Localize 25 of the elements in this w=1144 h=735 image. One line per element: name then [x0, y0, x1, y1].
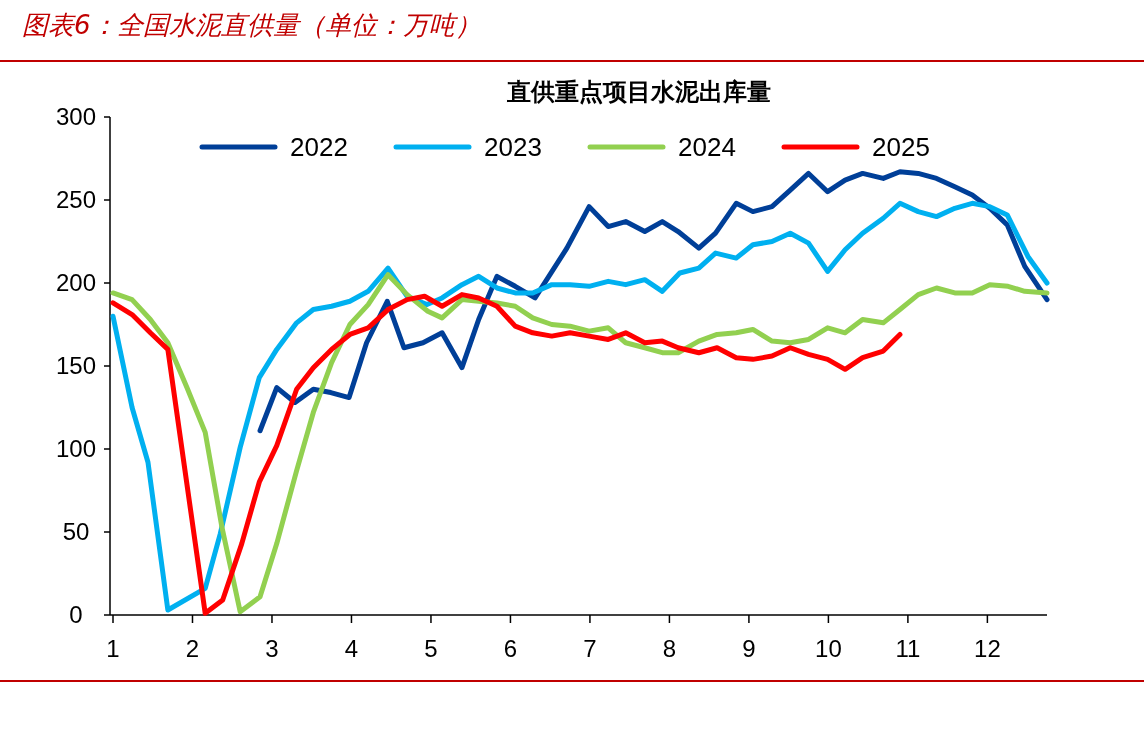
y-tick-label: 100	[55, 435, 97, 463]
x-tick-label: 12	[974, 635, 1001, 662]
x-tick-label: 2	[185, 635, 200, 662]
legend-label: 2023	[484, 132, 542, 163]
x-tick-label: 9	[742, 635, 756, 662]
x-tick-label: 5	[424, 635, 438, 662]
y-tick-label: 150	[55, 352, 97, 380]
y-tick-label: 200	[55, 269, 97, 297]
x-tick-label: 1	[106, 635, 120, 662]
x-tick-label: 7	[583, 635, 597, 662]
legend-label: 2022	[290, 132, 348, 163]
x-tick-label: 10	[815, 635, 842, 662]
legend-label: 2024	[678, 132, 736, 163]
x-tick-label: 4	[344, 635, 359, 662]
x-tick-label: 6	[503, 635, 518, 662]
x-tick-label: 3	[265, 635, 279, 662]
x-tick-label: 8	[662, 635, 677, 662]
y-tick-label: 0	[69, 601, 83, 629]
y-tick-label: 250	[55, 186, 97, 214]
y-tick-label: 300	[55, 103, 97, 131]
x-tick-label: 11	[895, 635, 921, 662]
legend-label: 2025	[872, 132, 930, 163]
chart-subtitle: 直供重点项目水泥出库量	[505, 77, 771, 106]
y-tick-label: 50	[62, 518, 90, 546]
chart-title: 图表6：全国水泥直供量（单位：万吨）	[22, 10, 481, 40]
